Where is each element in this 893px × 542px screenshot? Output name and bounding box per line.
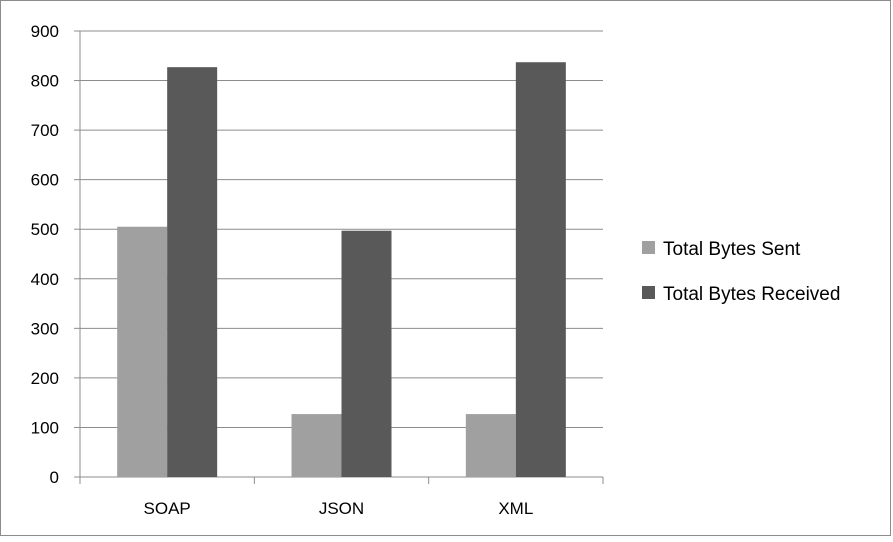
axis-labels: 0 100 200 300 400 500 600 700 800 900 SOAP JSON XML [31, 22, 534, 518]
legend-swatch [642, 286, 655, 299]
legend: Total Bytes Sent Total Bytes Received [642, 239, 840, 305]
bar-total-bytes-received-xml [515, 62, 566, 477]
bar-total-bytes-received-soap [167, 67, 218, 478]
bar-total-bytes-sent-xml [465, 414, 516, 477]
bar-total-bytes-received-json [341, 230, 392, 477]
y-tick-label: 900 [31, 22, 59, 41]
x-category-label: SOAP [144, 499, 191, 518]
y-tick-label: 500 [31, 220, 59, 239]
y-tick-label: 800 [31, 72, 59, 91]
bar-total-bytes-sent-soap [117, 226, 168, 477]
legend-label: Total Bytes Received [663, 284, 840, 305]
y-tick-label: 100 [31, 418, 59, 437]
y-tick-label: 600 [31, 171, 59, 190]
y-tick-label: 400 [31, 270, 59, 289]
x-category-label: JSON [319, 499, 364, 518]
bar-total-bytes-sent-json [291, 414, 342, 477]
y-tick-label: 200 [31, 369, 59, 388]
legend-label: Total Bytes Sent [663, 239, 801, 260]
y-tick-label: 0 [50, 468, 59, 487]
y-tick-label: 700 [31, 121, 59, 140]
bars [117, 62, 566, 478]
y-tick-label: 300 [31, 319, 59, 338]
x-category-label: XML [498, 499, 533, 518]
legend-swatch [642, 241, 655, 254]
